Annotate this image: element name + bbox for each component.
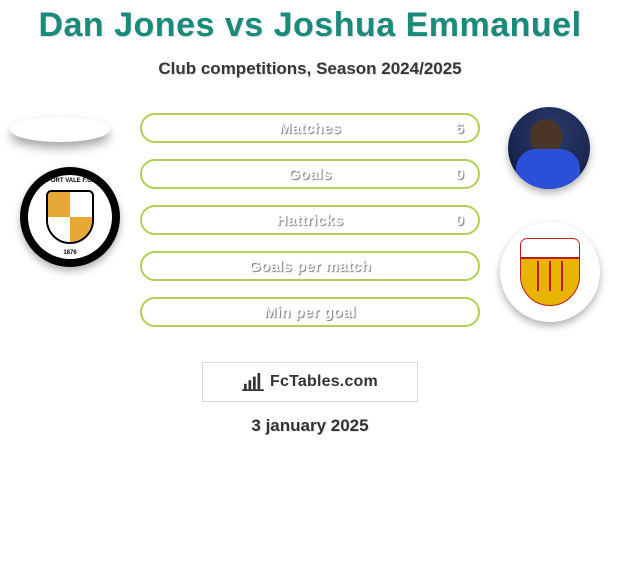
stat-right-value: 0 xyxy=(456,161,464,187)
club-left-badge: PORT VALE F.C. 1876 xyxy=(20,167,120,267)
comparison-panel: PORT VALE F.C. 1876 Matches 6 Goals 0 Ha… xyxy=(0,107,620,357)
player-left-photo xyxy=(10,117,110,142)
stat-row-min-per-goal: Min per goal xyxy=(140,297,480,327)
snapshot-date: 3 january 2025 xyxy=(0,416,620,436)
stat-label: Goals per match xyxy=(249,258,371,275)
stat-right-value: 6 xyxy=(456,115,464,141)
subtitle: Club competitions, Season 2024/2025 xyxy=(0,59,620,79)
stat-row-hattricks: Hattricks 0 xyxy=(140,205,480,235)
club-right-badge xyxy=(500,222,600,322)
stat-label: Goals xyxy=(288,166,331,183)
stat-label: Hattricks xyxy=(277,212,344,229)
brand-attribution: FcTables.com xyxy=(202,362,418,402)
player-right-photo xyxy=(508,107,590,189)
stat-label: Matches xyxy=(279,120,341,137)
bar-chart-icon xyxy=(242,373,264,391)
stat-row-matches: Matches 6 xyxy=(140,113,480,143)
stat-label: Min per goal xyxy=(264,304,356,321)
stat-row-goals: Goals 0 xyxy=(140,159,480,189)
stat-row-goals-per-match: Goals per match xyxy=(140,251,480,281)
brand-text: FcTables.com xyxy=(270,373,378,391)
doncaster-badge-icon xyxy=(500,222,600,322)
stats-rows: Matches 6 Goals 0 Hattricks 0 Goals per … xyxy=(140,113,480,343)
stat-right-value: 0 xyxy=(456,207,464,233)
page-title: Dan Jones vs Joshua Emmanuel xyxy=(0,6,620,45)
port-vale-badge-icon: PORT VALE F.C. 1876 xyxy=(28,175,112,259)
